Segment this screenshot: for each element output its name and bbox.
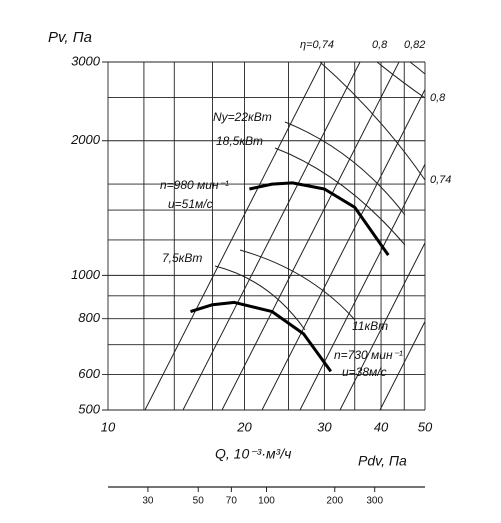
system-lines [144,62,425,410]
y-tick-label: 800 [78,310,100,325]
annotation: 11кВт [352,319,388,333]
x-tick-label: 10 [101,419,116,434]
annotation: Ny=22кВт [213,110,272,124]
annotation: 0,8 [372,39,388,51]
annotation: 0,74 [430,174,451,186]
x-axis-label: Q, 10⁻³·м³/ч [215,446,291,462]
x-tick-label: 40 [374,419,389,434]
y-tick-label: 500 [78,401,100,416]
x2-tick-label: 30 [142,496,154,507]
x-tick-label: 50 [418,419,433,434]
annotation: n=730 мин⁻¹ [334,348,403,362]
x-tick-label: 30 [317,419,332,434]
annotation: u=38м/с [342,365,387,379]
x-tick-label: 20 [236,419,252,434]
x2-axis-label: Pdv, Па [358,453,407,469]
y-tick-label: 3000 [71,53,101,68]
x2-tick-label: 200 [326,496,343,507]
x2-tick-label: 300 [366,496,383,507]
x2-tick-label: 70 [226,496,238,507]
y-tick-label: 2000 [70,132,101,147]
annotation: n=980 мин⁻¹ [160,178,229,192]
y-axis-label: Pv, Па [48,29,92,46]
annotation: 18,5кВт [216,134,263,148]
annotation: u=51м/с [168,197,213,211]
annotation: η=0,74 [300,39,334,51]
x2-tick-label: 50 [193,496,205,507]
fan-curve [249,181,390,256]
x2-tick-label: 100 [258,496,275,507]
annotation: 0,82 [404,39,425,51]
y-tick-label: 1000 [71,267,101,282]
annotation: 7,5кВт [162,251,202,265]
fan-curve [190,300,333,373]
annotation: 0,8 [430,92,446,104]
y-tick-label: 600 [78,366,100,381]
